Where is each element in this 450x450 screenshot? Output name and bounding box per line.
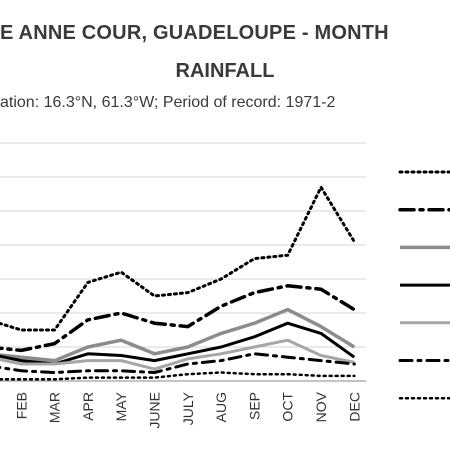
- x-tick-label: JULY: [180, 391, 196, 425]
- x-tick-label: NOV: [313, 391, 329, 422]
- series-line-5: [0, 338, 355, 371]
- x-tick-label: APR: [80, 392, 96, 421]
- x-tick-label: JUNE: [147, 392, 163, 429]
- x-tick-label: AUG: [213, 392, 229, 422]
- x-tick-labels: FEB MAR APR MAY JUNE JULY AUG SEP OCT NOV DEC: [13, 391, 362, 428]
- legend: [398, 170, 450, 400]
- x-tick-label: OCT: [280, 392, 296, 422]
- gridlines: [0, 142, 366, 382]
- series-line-1: [0, 185, 356, 332]
- series-lines: [0, 185, 357, 381]
- series-line-6: [0, 352, 356, 374]
- chart-subtitle: ation: 16.3°N, 61.3°W; Period of record:…: [0, 94, 336, 111]
- x-tick-label: FEB: [13, 392, 29, 419]
- series-line-7: [0, 371, 356, 381]
- x-tick-label: DEC: [346, 392, 362, 422]
- chart-title: E ANNE COUR, GUADELOUPE - MONTH: [0, 22, 389, 44]
- series-line-3: [0, 307, 356, 363]
- x-tick-label: MAR: [47, 392, 63, 423]
- chart-title-line-2: RAINFALL: [175, 60, 275, 82]
- series-line-2: [0, 284, 357, 353]
- x-tick-label: SEP: [246, 392, 262, 420]
- x-tick-label: MAY: [113, 391, 129, 421]
